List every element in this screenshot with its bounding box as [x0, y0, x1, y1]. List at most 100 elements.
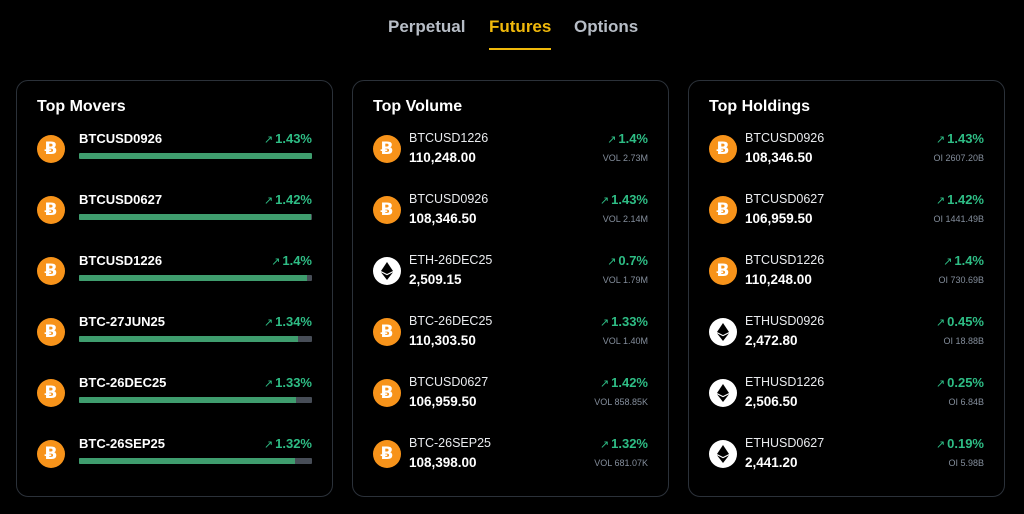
mover-row[interactable]: Ƀ BTC-27JUN25 ↗ 1.34%: [37, 313, 312, 357]
progress-bar: [79, 458, 312, 464]
holding-row[interactable]: ETHUSD0627 2,441.20 ↗ 0.19% OI 5.98B: [709, 435, 984, 479]
symbol: BTC-26DEC25: [409, 314, 493, 328]
btc-icon: Ƀ: [373, 135, 401, 163]
symbol: BTCUSD0627: [409, 375, 489, 389]
symbol: BTCUSD0926: [745, 131, 825, 145]
btc-icon: Ƀ: [37, 379, 65, 407]
change-percent: ↗ 1.32%: [600, 436, 648, 451]
progress-bar-fill: [79, 336, 299, 342]
change-value: 1.42%: [611, 375, 648, 390]
change-percent: ↗ 1.4%: [607, 131, 648, 146]
change-value: 1.32%: [611, 436, 648, 451]
change-value: 0.45%: [947, 314, 984, 329]
change-value: 1.33%: [611, 314, 648, 329]
change-percent: ↗ 0.45%: [936, 314, 984, 329]
mover-row[interactable]: Ƀ BTCUSD1226 ↗ 1.4%: [37, 252, 312, 296]
price: 110,303.50: [409, 333, 476, 348]
holding-row[interactable]: Ƀ BTCUSD0627 106,959.50 ↗ 1.42% OI 1441.49B: [709, 191, 984, 235]
symbol: BTCUSD1226: [409, 131, 489, 145]
price: 108,346.50: [745, 150, 813, 165]
eth-icon: [709, 318, 737, 346]
volume-row[interactable]: Ƀ BTC-26SEP25 108,398.00 ↗ 1.32% VOL 681.07K: [373, 435, 648, 479]
volume-row[interactable]: Ƀ BTCUSD0926 108,346.50 ↗ 1.43% VOL 2.14M: [373, 191, 648, 235]
holding-row[interactable]: ETHUSD1226 2,506.50 ↗ 0.25% OI 6.84B: [709, 374, 984, 418]
change-value: 0.19%: [947, 436, 984, 451]
btc-icon: Ƀ: [37, 196, 65, 224]
change-percent: ↗ 1.43%: [936, 131, 984, 146]
tab-futures[interactable]: Futures: [489, 17, 552, 50]
mover-row[interactable]: Ƀ BTCUSD0926 ↗ 1.43%: [37, 130, 312, 174]
change-value: 0.25%: [947, 375, 984, 390]
btc-icon: Ƀ: [373, 318, 401, 346]
change-value: 1.43%: [275, 131, 312, 146]
up-arrow-icon: ↗: [271, 256, 281, 268]
card-title: Top Holdings: [709, 98, 811, 115]
up-arrow-icon: ↗: [263, 439, 274, 451]
symbol: ETHUSD1226: [745, 375, 825, 389]
market-tabs: Perpetual Futures Options: [0, 0, 1024, 60]
change-value: 1.34%: [275, 314, 312, 329]
up-arrow-icon: ↗: [935, 134, 946, 146]
change-percent: ↗ 1.32%: [264, 436, 312, 451]
progress-bar: [79, 153, 312, 159]
metric-label: OI 2607.20B: [933, 153, 984, 163]
top-holdings-card: Top Holdings Ƀ BTCUSD0926 108,346.50 ↗ 1.43%…: [688, 80, 1005, 497]
volume-row[interactable]: Ƀ BTCUSD1226 110,248.00 ↗ 1.4% VOL 2.73M: [373, 130, 648, 174]
progress-bar: [79, 214, 312, 220]
btc-icon: Ƀ: [37, 440, 65, 468]
mover-row[interactable]: Ƀ BTC-26SEP25 ↗ 1.32%: [37, 435, 312, 479]
active-tab-underline: [489, 48, 552, 50]
volume-row[interactable]: Ƀ BTC-26DEC25 110,303.50 ↗ 1.33% VOL 1.40M: [373, 313, 648, 357]
change-value: 1.42%: [275, 192, 312, 207]
card-title: Top Movers: [37, 98, 126, 115]
up-arrow-icon: ↗: [935, 439, 946, 451]
up-arrow-icon: ↗: [943, 256, 953, 268]
change-percent: ↗ 1.34%: [264, 314, 312, 329]
change-percent: ↗ 1.42%: [264, 192, 312, 207]
metric-label: VOL 2.73M: [602, 153, 648, 163]
symbol: BTCUSD0627: [745, 192, 825, 206]
change-percent: ↗ 1.43%: [264, 131, 312, 146]
eth-icon: [373, 257, 401, 285]
up-arrow-icon: ↗: [607, 256, 617, 268]
progress-bar: [79, 336, 312, 342]
up-arrow-icon: ↗: [263, 195, 274, 207]
btc-icon: Ƀ: [373, 196, 401, 224]
eth-icon: [709, 440, 737, 468]
progress-bar-fill: [79, 275, 308, 281]
mover-row[interactable]: Ƀ BTCUSD0627 ↗ 1.42%: [37, 191, 312, 235]
mover-row[interactable]: Ƀ BTC-26DEC25 ↗ 1.33%: [37, 374, 312, 418]
up-arrow-icon: ↗: [263, 317, 274, 329]
tab-perpetual[interactable]: Perpetual: [388, 17, 466, 36]
up-arrow-icon: ↗: [263, 378, 274, 390]
price: 2,472.80: [745, 333, 798, 348]
metric-label: OI 18.88B: [943, 336, 984, 346]
price: 106,959.50: [745, 211, 813, 226]
change-value: 1.33%: [275, 375, 312, 390]
holding-row[interactable]: ETHUSD0926 2,472.80 ↗ 0.45% OI 18.88B: [709, 313, 984, 357]
up-arrow-icon: ↗: [935, 195, 946, 207]
change-percent: ↗ 1.33%: [600, 314, 648, 329]
btc-icon: Ƀ: [373, 379, 401, 407]
holding-row[interactable]: Ƀ BTCUSD0926 108,346.50 ↗ 1.43% OI 2607.20B: [709, 130, 984, 174]
btc-icon: Ƀ: [37, 257, 65, 285]
change-percent: ↗ 1.4%: [943, 253, 984, 268]
volume-row[interactable]: ETH-26DEC25 2,509.15 ↗ 0.7% VOL 1.79M: [373, 252, 648, 296]
tab-options[interactable]: Options: [574, 17, 639, 36]
symbol: ETH-26DEC25: [409, 253, 493, 267]
volume-row[interactable]: Ƀ BTCUSD0627 106,959.50 ↗ 1.42% VOL 858.85K: [373, 374, 648, 418]
symbol: BTCUSD0627: [79, 192, 163, 207]
change-percent: ↗ 1.42%: [600, 375, 648, 390]
change-value: 1.43%: [611, 192, 648, 207]
price: 2,509.15: [409, 272, 462, 287]
up-arrow-icon: ↗: [263, 134, 274, 146]
holding-row[interactable]: Ƀ BTCUSD1226 110,248.00 ↗ 1.4% OI 730.69B: [709, 252, 984, 296]
change-percent: ↗ 1.4%: [271, 253, 312, 268]
metric-label: OI 730.69B: [938, 275, 984, 285]
btc-icon: Ƀ: [709, 135, 737, 163]
symbol: BTCUSD0926: [79, 131, 163, 146]
metric-label: VOL 681.07K: [594, 458, 648, 468]
btc-icon: Ƀ: [709, 196, 737, 224]
change-value: 1.43%: [947, 131, 984, 146]
metric-label: VOL 1.79M: [602, 275, 648, 285]
